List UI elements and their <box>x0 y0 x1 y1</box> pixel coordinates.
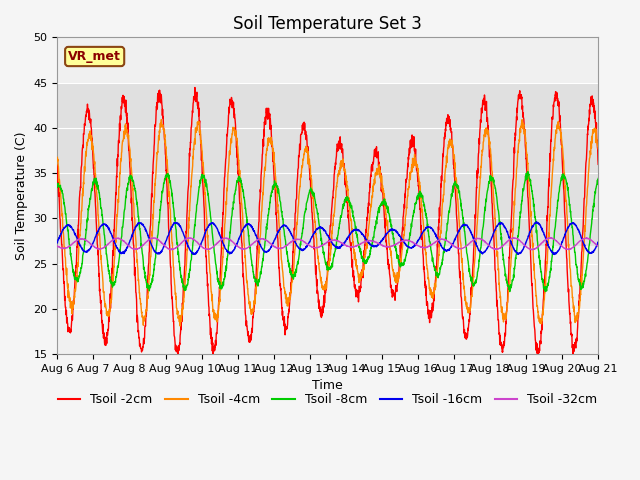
Tsoil -16cm <box>190 252 198 257</box>
Line: Tsoil -16cm: Tsoil -16cm <box>58 222 598 254</box>
Tsoil -32cm <box>205 246 212 252</box>
Tsoil -2cm <box>485 141 493 146</box>
Tsoil -32cm <box>547 235 554 241</box>
Tsoil -2cm <box>54 162 61 168</box>
Tsoil -16cm <box>205 224 212 229</box>
Bar <box>58 83 598 245</box>
Tsoil -2cm <box>355 283 363 289</box>
Tsoil -16cm <box>54 240 61 246</box>
Tsoil -8cm <box>595 176 602 181</box>
Line: Tsoil -4cm: Tsoil -4cm <box>58 120 598 326</box>
Tsoil -2cm <box>562 236 570 241</box>
Tsoil -8cm <box>562 177 570 182</box>
Tsoil -16cm <box>355 228 363 233</box>
Line: Tsoil -2cm: Tsoil -2cm <box>58 87 598 359</box>
Title: Soil Temperature Set 3: Soil Temperature Set 3 <box>234 15 422 33</box>
Tsoil -32cm <box>54 243 61 249</box>
Tsoil -2cm <box>344 199 351 204</box>
Tsoil -4cm <box>205 248 212 254</box>
Tsoil -32cm <box>485 242 493 248</box>
Text: VR_met: VR_met <box>68 50 121 63</box>
Tsoil -32cm <box>595 243 602 249</box>
Tsoil -2cm <box>205 297 212 302</box>
Tsoil -16cm <box>485 241 493 247</box>
Tsoil -8cm <box>485 180 493 185</box>
Tsoil -4cm <box>157 117 165 122</box>
Tsoil -16cm <box>547 248 555 254</box>
Legend: Tsoil -2cm, Tsoil -4cm, Tsoil -8cm, Tsoil -16cm, Tsoil -32cm: Tsoil -2cm, Tsoil -4cm, Tsoil -8cm, Tsoi… <box>53 388 603 411</box>
X-axis label: Time: Time <box>312 379 343 393</box>
Tsoil -32cm <box>355 242 363 248</box>
Tsoil -8cm <box>344 196 351 202</box>
Tsoil -2cm <box>547 137 555 143</box>
Tsoil -32cm <box>547 235 555 240</box>
Tsoil -4cm <box>595 146 602 152</box>
Tsoil -4cm <box>356 276 364 282</box>
Tsoil -2cm <box>595 161 602 167</box>
Line: Tsoil -32cm: Tsoil -32cm <box>58 238 598 250</box>
Tsoil -32cm <box>168 247 176 252</box>
Tsoil -4cm <box>344 188 351 193</box>
Line: Tsoil -8cm: Tsoil -8cm <box>58 171 598 292</box>
Tsoil -4cm <box>562 198 570 204</box>
Tsoil -32cm <box>344 243 351 249</box>
Tsoil -4cm <box>176 323 184 329</box>
Tsoil -2cm <box>534 356 542 362</box>
Tsoil -8cm <box>506 289 514 295</box>
Tsoil -8cm <box>355 245 363 251</box>
Tsoil -16cm <box>344 235 351 240</box>
Tsoil -4cm <box>54 155 61 160</box>
Tsoil -16cm <box>562 229 570 235</box>
Tsoil -4cm <box>485 135 493 141</box>
Tsoil -4cm <box>547 195 555 201</box>
Tsoil -8cm <box>547 267 555 273</box>
Tsoil -8cm <box>204 191 212 197</box>
Tsoil -2cm <box>191 84 199 90</box>
Y-axis label: Soil Temperature (C): Soil Temperature (C) <box>15 132 28 260</box>
Tsoil -16cm <box>532 219 540 225</box>
Tsoil -16cm <box>595 240 602 245</box>
Tsoil -32cm <box>562 246 570 252</box>
Tsoil -8cm <box>524 168 532 174</box>
Tsoil -8cm <box>54 184 61 190</box>
